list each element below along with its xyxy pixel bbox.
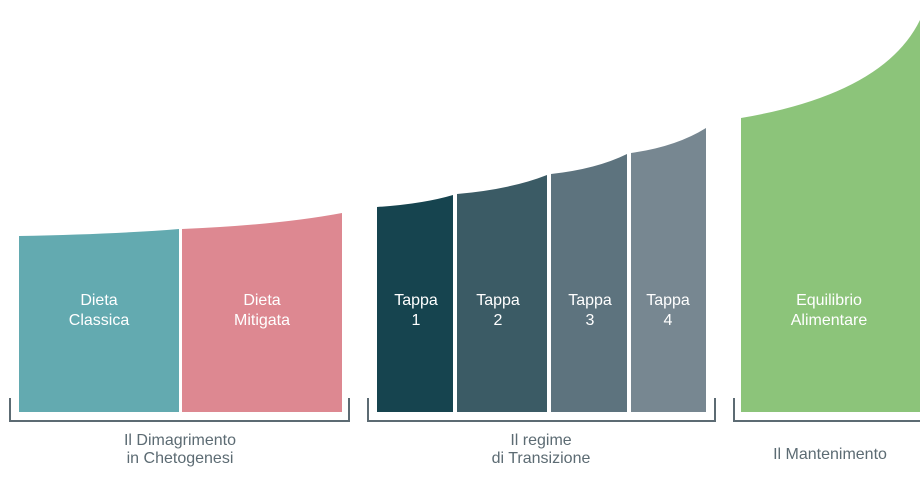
group-dimagrimento-label: Il Dimagrimento in Chetogenesi (123, 432, 237, 467)
segment-equilibrio-alimentare-label: Equilibrio Alimentare (790, 292, 868, 329)
bracket-dimagrimento (9, 398, 350, 422)
bracket-transizione (367, 398, 716, 422)
segment-dieta-mitigata (182, 213, 342, 412)
segment-tappa-1 (377, 195, 453, 412)
segment-dieta-mitigata-label: Dieta Mitigata (233, 292, 291, 329)
bracket-mantenimento (733, 398, 920, 422)
segment-tappa-3-label: Tappa 3 (568, 292, 612, 329)
segment-tappa-2 (457, 175, 547, 412)
segment-equilibrio-alimentare (741, 20, 920, 412)
segment-dieta-classica (19, 229, 179, 412)
segment-tappa-1-label: Tappa 1 (394, 292, 438, 329)
group-transizione-label: Il regime di Transizione (491, 432, 591, 467)
segment-tappa-4 (631, 128, 706, 412)
segment-dieta-classica-label: Dieta Classica (68, 292, 130, 329)
segment-tappa-2-label: Tappa 2 (476, 292, 520, 329)
segment-tappa-3 (551, 154, 627, 412)
group-mantenimento-label: Il Mantenimento (773, 446, 887, 463)
segment-tappa-4-label: Tappa 4 (646, 292, 690, 329)
